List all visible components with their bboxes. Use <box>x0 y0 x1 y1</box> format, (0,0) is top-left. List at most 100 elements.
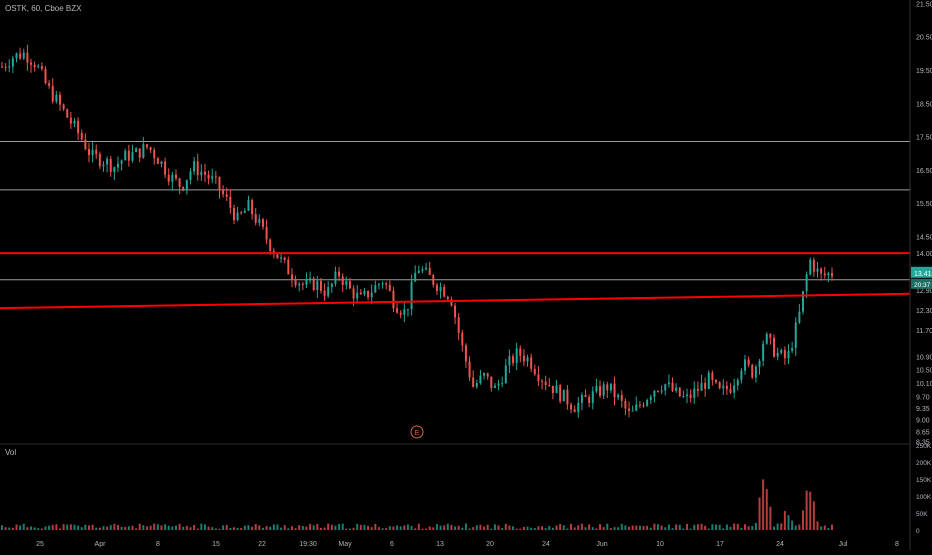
candle-body <box>805 274 808 292</box>
volume-bar <box>124 526 127 530</box>
volume-bar <box>377 527 380 530</box>
x-tick-label: 10 <box>656 541 664 548</box>
candle-body <box>675 387 678 391</box>
candle-body <box>312 278 315 291</box>
volume-bar <box>751 525 754 530</box>
candle-body <box>309 278 312 281</box>
volume-bar <box>428 526 431 530</box>
volume-bar <box>232 527 235 530</box>
earnings-marker[interactable] <box>410 425 424 439</box>
volume-bar <box>689 528 692 530</box>
y-tick-label: 19.50 <box>916 68 932 75</box>
volume-bar <box>374 523 377 530</box>
candle-body <box>649 396 652 400</box>
y-tick-label: 14.50 <box>916 234 932 241</box>
candle-body <box>135 148 138 153</box>
y-tick-label: 11.70 <box>916 328 932 335</box>
candle-body <box>254 214 257 223</box>
y-tick-label: 16.50 <box>916 168 932 175</box>
volume-bar <box>580 523 583 530</box>
volume-bar <box>435 524 438 530</box>
candle-body <box>113 167 116 172</box>
x-tick-label: 25 <box>36 541 44 548</box>
candle-body <box>167 174 170 182</box>
candle-body <box>624 400 627 409</box>
candle-body <box>483 373 486 376</box>
volume-bar <box>802 510 805 530</box>
candle-body <box>283 257 286 260</box>
x-tick-label: 8 <box>895 541 899 548</box>
candle-body <box>682 395 685 397</box>
volume-bar <box>740 527 743 530</box>
candle-body <box>381 283 384 285</box>
volume-bar <box>160 525 163 530</box>
volume-bar <box>156 524 159 530</box>
volume-bar <box>682 528 685 530</box>
volume-bar <box>381 528 384 530</box>
candle-body <box>472 377 475 387</box>
volume-bar <box>602 527 605 530</box>
candle-body <box>765 333 768 344</box>
x-tick-label: May <box>338 541 352 548</box>
volume-bar <box>218 528 221 530</box>
candle-body <box>559 385 562 402</box>
volume-bar <box>305 526 308 530</box>
candle-body <box>464 345 467 362</box>
candle-body <box>243 210 246 213</box>
candle-body <box>240 212 243 214</box>
candle-body <box>776 352 779 357</box>
candle-body <box>414 272 417 282</box>
candle-body <box>570 404 573 410</box>
volume-bar <box>555 525 558 530</box>
candle-body <box>316 280 319 291</box>
volume-bar <box>776 523 779 530</box>
candle-body <box>751 364 754 378</box>
last-price-tag <box>911 266 932 278</box>
candle-body <box>791 347 794 351</box>
volume-bar <box>823 525 826 530</box>
candle-body <box>73 120 76 124</box>
candle-body <box>406 309 409 311</box>
volume-bar <box>570 523 573 530</box>
y-tick-label: 15.50 <box>916 201 932 208</box>
earnings-marker-label: E <box>415 430 420 437</box>
candle-body <box>454 305 457 318</box>
volume-bar <box>457 525 460 530</box>
candle-body <box>421 269 424 271</box>
volume-bar <box>461 527 464 530</box>
candle-body <box>171 174 174 182</box>
candle-body <box>8 66 11 68</box>
volume-bar <box>135 528 138 530</box>
volume-bar <box>211 527 214 530</box>
candle-body <box>280 257 283 259</box>
candle-body <box>544 381 547 385</box>
x-tick-label: 19:30 <box>299 541 317 548</box>
volume-bar <box>185 525 188 530</box>
volume-bar <box>91 524 94 530</box>
candle-body <box>153 150 156 159</box>
candle-body <box>330 283 333 288</box>
volume-bar <box>787 515 790 530</box>
candle-body <box>218 176 221 191</box>
candle-body <box>69 117 72 124</box>
volume-bar <box>229 527 232 530</box>
candle-body <box>377 284 380 286</box>
trendline[interactable] <box>0 292 911 310</box>
volume-bar <box>631 525 634 530</box>
candle-body <box>1 66 3 68</box>
volume-bar <box>254 524 257 530</box>
candle-body <box>403 309 406 315</box>
candle-body <box>733 385 736 393</box>
volume-bar <box>700 523 703 530</box>
volume-bar <box>762 479 765 530</box>
volume-bar <box>562 525 565 530</box>
volume-bar <box>827 528 830 530</box>
x-tick-label: 17 <box>716 541 724 548</box>
candle-body <box>671 382 674 391</box>
candle-body <box>457 317 460 333</box>
candle-body <box>700 382 703 391</box>
candle-body <box>290 274 293 281</box>
volume-bar <box>725 524 728 530</box>
candle-body <box>145 144 148 148</box>
